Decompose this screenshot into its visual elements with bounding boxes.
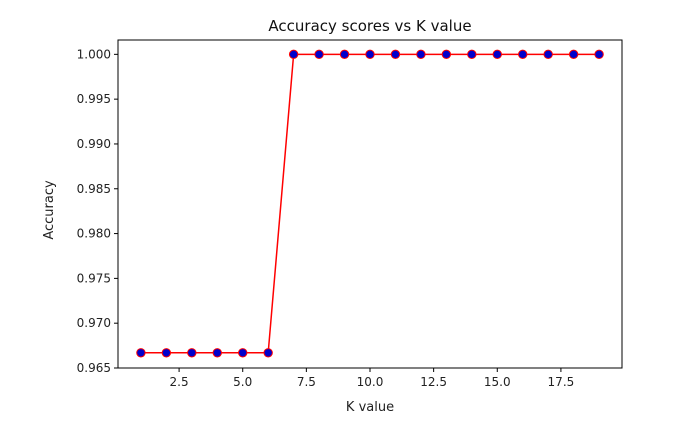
y-tick-label: 0.980 [77, 227, 111, 241]
data-point [543, 49, 553, 60]
data-point [161, 348, 172, 358]
x-axis: 2.5 5.0 7.5 10.0 12.5 15.0 17.5 [170, 368, 575, 389]
data-point [238, 348, 248, 358]
x-axis-label: K value [346, 400, 394, 415]
data-point [136, 348, 146, 358]
data-point [314, 49, 324, 60]
y-axis-label: Accuracy [42, 180, 57, 240]
y-tick-label: 0.975 [77, 271, 111, 285]
y-tick-label: 1.000 [77, 47, 111, 61]
series-line [140, 53, 600, 354]
x-tick-label: 10.0 [357, 375, 384, 389]
data-point [390, 49, 401, 60]
x-tick-label: 12.5 [420, 375, 447, 389]
y-tick-label: 0.995 [77, 92, 111, 106]
data-point [263, 348, 273, 358]
x-tick-label: 15.0 [484, 375, 511, 389]
y-axis: 0.965 0.970 0.975 0.980 0.985 0.990 0.995 1.000 [77, 47, 118, 375]
data-point [212, 348, 222, 358]
data-point [594, 49, 604, 60]
x-tick-label: 7.5 [297, 375, 316, 389]
y-tick-label: 0.965 [77, 361, 111, 375]
data-point [492, 49, 502, 60]
chart-title: Accuracy scores vs K value [268, 17, 471, 35]
data-point [518, 49, 528, 60]
data-point [339, 49, 350, 60]
data-point [365, 49, 375, 60]
data-point [441, 49, 452, 60]
data-point [416, 49, 426, 60]
x-tick-label: 5.0 [233, 375, 252, 389]
plot-area [117, 39, 623, 369]
plot-frame [117, 39, 623, 369]
series-group [136, 49, 604, 358]
data-point [467, 49, 477, 60]
x-tick-label: 2.5 [170, 375, 189, 389]
y-tick-label: 0.970 [77, 316, 111, 330]
data-point [288, 49, 299, 60]
y-tick-label: 0.990 [77, 137, 111, 151]
data-point [187, 348, 197, 358]
y-tick-label: 0.985 [77, 182, 111, 196]
x-tick-label: 17.5 [548, 375, 575, 389]
data-point [568, 49, 579, 60]
